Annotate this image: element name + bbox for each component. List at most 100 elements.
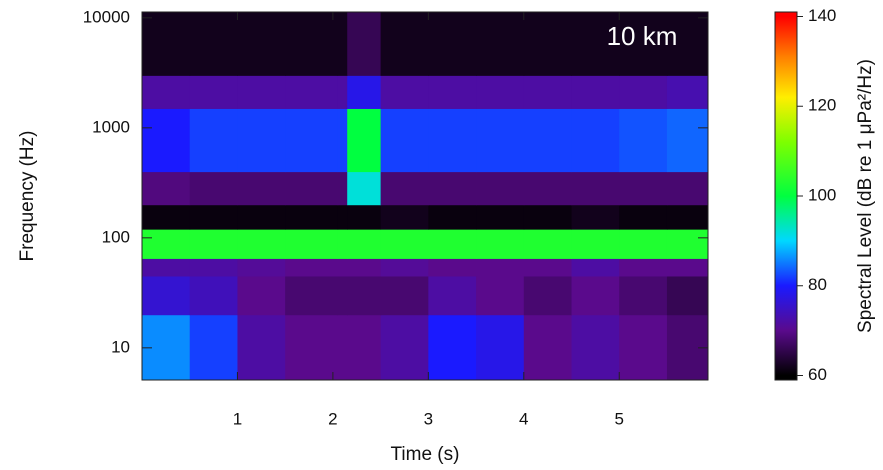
- cell: [428, 12, 477, 76]
- cell: [523, 75, 573, 109]
- cell: [476, 275, 525, 316]
- cell: [523, 314, 573, 381]
- cell: [142, 108, 191, 173]
- cell: [285, 275, 339, 316]
- cell: [285, 229, 339, 259]
- cell: [476, 108, 525, 173]
- cell: [428, 108, 477, 173]
- cell: [347, 12, 382, 76]
- cell: [285, 314, 339, 381]
- cell: [347, 275, 382, 316]
- cell: [666, 12, 709, 76]
- cell: [428, 229, 477, 259]
- cell: [380, 171, 429, 206]
- annotation: 10 km: [607, 21, 678, 51]
- cell: [571, 275, 620, 316]
- cell: [237, 108, 286, 173]
- cell: [337, 229, 348, 259]
- cell: [237, 204, 286, 230]
- cell: [523, 171, 573, 206]
- cell: [380, 275, 429, 316]
- cell: [666, 108, 709, 173]
- cell: [666, 171, 709, 206]
- x-tick-label: 4: [519, 409, 528, 428]
- cell: [337, 12, 348, 76]
- cell: [380, 314, 429, 381]
- cell: [380, 258, 429, 277]
- cell: [337, 314, 348, 381]
- cell: [347, 75, 382, 109]
- cell: [142, 229, 191, 259]
- cell: [337, 108, 348, 173]
- cell: [523, 275, 573, 316]
- cell: [619, 258, 668, 277]
- cell: [237, 314, 286, 381]
- cell: [237, 229, 286, 259]
- cell: [666, 204, 709, 230]
- cell: [476, 229, 525, 259]
- cell: [380, 108, 429, 173]
- cell: [337, 258, 348, 277]
- cell: [285, 204, 339, 230]
- cell: [571, 258, 620, 277]
- cell: [285, 258, 339, 277]
- cell: [142, 258, 191, 277]
- colorbar-tick-label: 60: [808, 365, 827, 384]
- x-tick-label: 3: [424, 409, 433, 428]
- cell: [337, 204, 348, 230]
- cell: [571, 75, 620, 109]
- cell: [428, 171, 477, 206]
- cell: [285, 108, 339, 173]
- cell: [237, 258, 286, 277]
- cell: [237, 275, 286, 316]
- spectrogram: [142, 12, 709, 381]
- cell: [428, 275, 477, 316]
- cell: [380, 12, 429, 76]
- colorbar-tick-label: 140: [808, 6, 836, 25]
- cell: [476, 204, 525, 230]
- cell: [619, 204, 668, 230]
- cell: [237, 171, 286, 206]
- cell: [142, 204, 191, 230]
- cell: [523, 12, 573, 76]
- cell: [571, 314, 620, 381]
- cell: [142, 171, 191, 206]
- cell: [380, 75, 429, 109]
- cell: [523, 229, 573, 259]
- x-axis-label: Time (s): [391, 444, 460, 465]
- plot-frame: [141, 11, 709, 381]
- cell: [347, 258, 382, 277]
- cell: [189, 275, 238, 316]
- cell: [571, 204, 620, 230]
- cell: [666, 75, 709, 109]
- colorbar-tick-label: 120: [808, 96, 836, 115]
- cell: [619, 75, 668, 109]
- y-tick-label: 1000: [92, 117, 130, 136]
- y-tick-label: 10000: [83, 7, 130, 26]
- cell: [347, 108, 382, 173]
- cell: [189, 108, 238, 173]
- y-tick-label: 100: [102, 227, 130, 246]
- colorbar-tick-label: 100: [808, 185, 836, 204]
- cell: [619, 314, 668, 381]
- cell: [237, 12, 286, 76]
- cell: [428, 204, 477, 230]
- cell: [428, 75, 477, 109]
- cell: [189, 258, 238, 277]
- colorbar-tick-label: 80: [808, 275, 827, 294]
- cell: [523, 204, 573, 230]
- cell: [285, 12, 339, 76]
- cell: [476, 171, 525, 206]
- cell: [523, 258, 573, 277]
- cell: [285, 75, 339, 109]
- cell: [347, 229, 382, 259]
- cell: [189, 204, 238, 230]
- cell: [142, 75, 191, 109]
- cell: [666, 229, 709, 259]
- cell: [666, 258, 709, 277]
- cell: [571, 229, 620, 259]
- cell: [619, 229, 668, 259]
- cell: [189, 314, 238, 381]
- cell: [571, 171, 620, 206]
- cell: [337, 75, 348, 109]
